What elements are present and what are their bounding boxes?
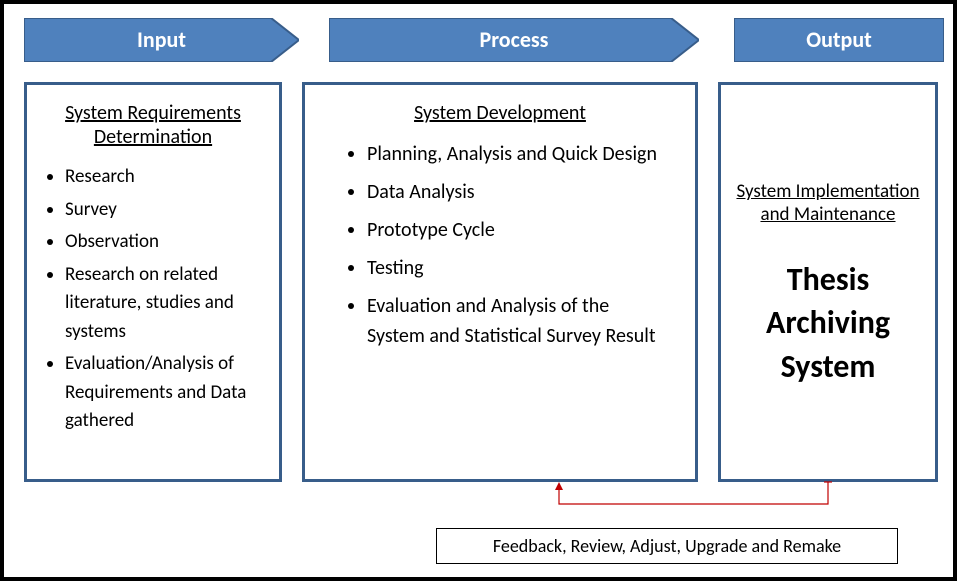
feedback-text: Feedback, Review, Adjust, Upgrade and Re…: [493, 535, 841, 557]
list-item: Research: [65, 163, 265, 192]
box-input-list: Research Survey Observation Research on …: [41, 163, 265, 436]
list-item: Planning, Analysis and Quick Design: [367, 139, 667, 169]
feedback-box: Feedback, Review, Adjust, Upgrade and Re…: [436, 528, 898, 564]
box-output-heading: System Implementation and Maintenance: [735, 180, 921, 226]
list-item: Evaluation/Analysis of Requirements and …: [65, 350, 265, 436]
box-process-list: Planning, Analysis and Quick Design Data…: [333, 139, 667, 351]
banner-input-label: Input: [137, 26, 186, 53]
banner-output: Output: [734, 18, 944, 62]
list-item: Prototype Cycle: [367, 215, 667, 245]
list-item: Observation: [65, 228, 265, 257]
box-input: System Requirements Determination Resear…: [24, 82, 282, 482]
banner-input: Input: [24, 18, 299, 62]
list-item: Survey: [65, 196, 265, 225]
box-output-title: Thesis Archiving System: [735, 258, 921, 388]
banner-process-label: Process: [480, 26, 549, 53]
box-process: System Development Planning, Analysis an…: [302, 82, 698, 482]
list-item: Testing: [367, 253, 667, 283]
list-item: Data Analysis: [367, 177, 667, 207]
box-process-heading: System Development: [333, 101, 667, 125]
banner-process: Process: [329, 18, 699, 62]
diagram-frame: Input Process Output System Requirements…: [0, 0, 957, 581]
list-item: Research on related literature, studies …: [65, 261, 265, 347]
box-output: System Implementation and Maintenance Th…: [718, 82, 938, 482]
box-input-heading: System Requirements Determination: [41, 101, 265, 149]
banner-output-label: Output: [806, 26, 872, 53]
list-item: Evaluation and Analysis of the System an…: [367, 291, 667, 351]
